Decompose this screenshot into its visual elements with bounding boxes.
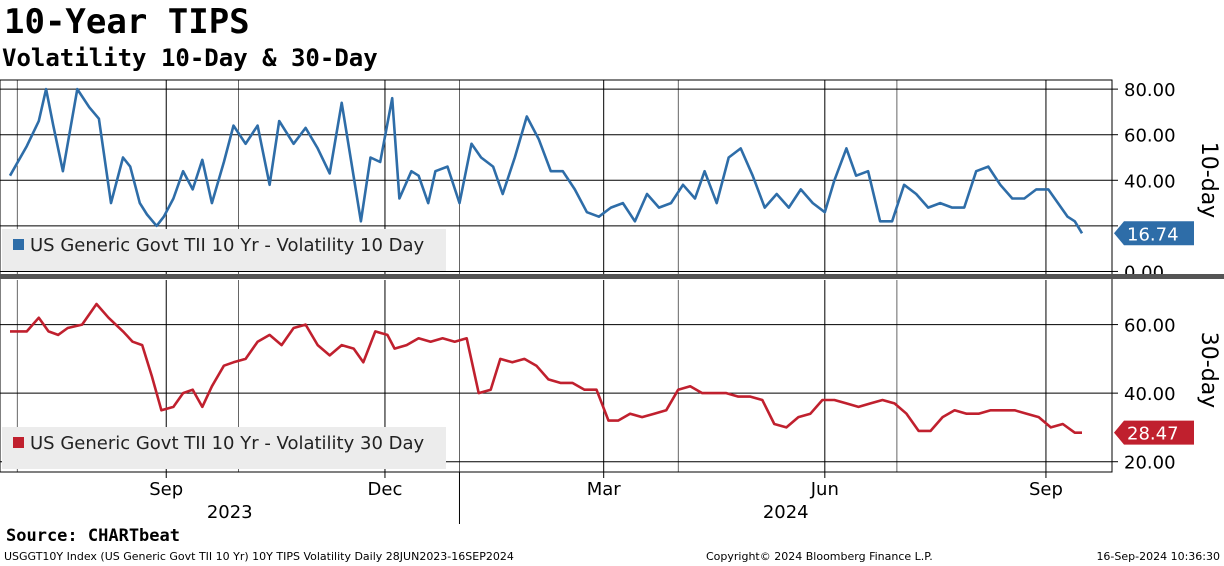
last-value-label: 28.47 [1127,424,1179,445]
chart-title: 10-Year TIPS [4,2,250,42]
y-tick-label: 60.00 [1124,316,1176,337]
footer-timestamp: 16-Sep-2024 10:36:30 [1096,550,1220,563]
last-value-label: 16.74 [1127,224,1179,245]
x-tick-label: Dec [368,479,403,500]
x-tick-label: Sep [149,479,183,500]
x-tick-label: Jun [810,479,839,500]
y-tick-label: 20.00 [1124,453,1176,474]
series-line-10-day [8,87,1084,234]
series-line-30-day [10,302,1082,435]
y-tick-label: 40.00 [1124,171,1176,192]
legend-label: US Generic Govt TII 10 Yr - Volatility 1… [30,235,425,256]
legend-swatch [13,239,24,250]
x-tick-label: Mar [587,479,622,500]
source-label: Source: CHARTbeat [6,526,180,546]
chart-subtitle: Volatility 10-Day & 30-Day [2,44,378,72]
legend-swatch [13,437,24,448]
panel-divider [0,274,1224,279]
footer-index-info: USGGT10Y Index (US Generic Govt TII 10 Y… [4,550,514,563]
y-tick-label: 60.00 [1124,126,1176,147]
year-label: 2023 [207,502,253,523]
y-tick-label: 40.00 [1124,384,1176,405]
legend-box [2,427,446,469]
footer-copyright: Copyright© 2024 Bloomberg Finance L.P. [706,550,933,563]
panel-label: 10-day [1196,142,1221,218]
legend-label: US Generic Govt TII 10 Yr - Volatility 3… [30,433,425,454]
last-value-tag [1114,221,1194,246]
year-label: 2024 [763,502,809,523]
y-tick-label: 0.00 [1124,262,1164,283]
last-value-tag [1114,420,1194,445]
y-tick-label: 80.00 [1124,80,1176,101]
panel-label: 30-day [1196,332,1221,408]
x-tick-label: Sep [1029,479,1063,500]
legend-box [2,229,446,271]
